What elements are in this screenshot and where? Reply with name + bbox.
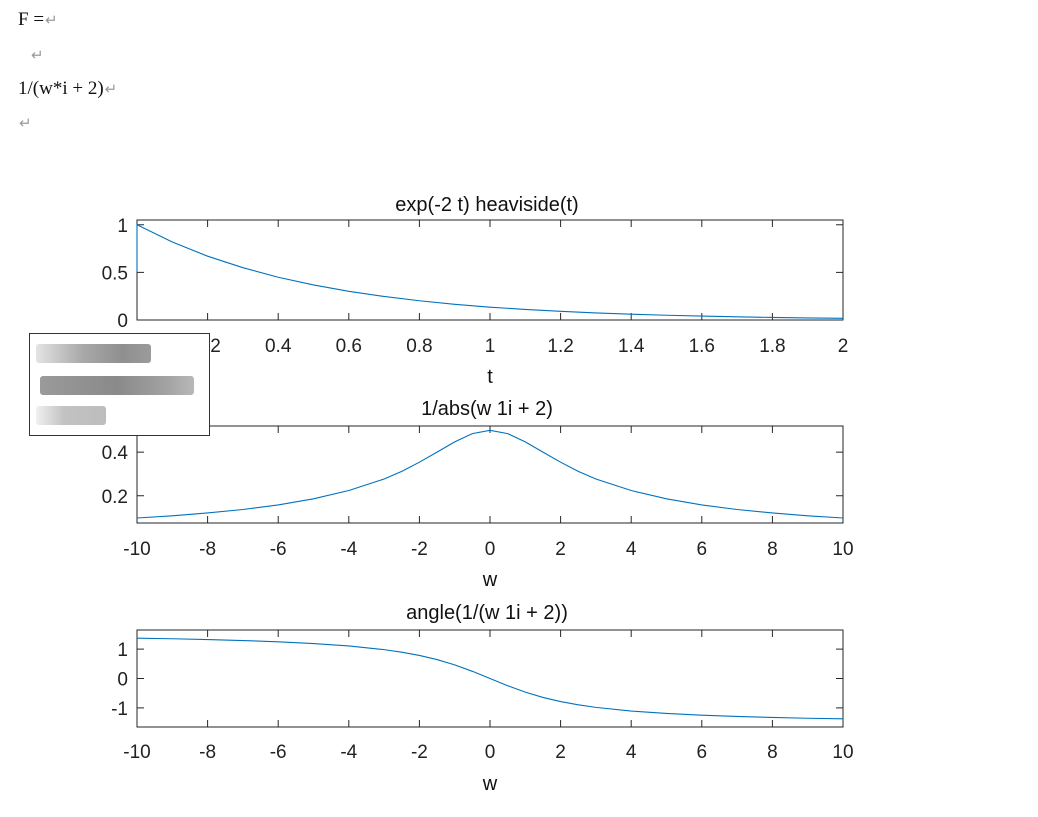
doc-line-1: F =↵ [18, 9, 58, 31]
x-tick-label: 0.8 [406, 336, 432, 357]
x-tick-label: -2 [411, 742, 428, 763]
redacted-text-bar [40, 376, 194, 395]
y-tick-label: 1 [117, 216, 128, 237]
y-tick-label: 0.4 [102, 443, 129, 464]
x-tick-label: 1 [485, 336, 496, 357]
paragraph-mark-icon: ↵ [19, 116, 32, 132]
y-tick-label: 1 [117, 640, 128, 661]
plot-title: 1/abs(w 1i + 2) [421, 398, 553, 420]
doc-line-2: ↵ [30, 44, 44, 66]
x-tick-label: -10 [123, 539, 150, 560]
x-axis-label: w [482, 773, 498, 795]
x-tick-label: 4 [626, 539, 637, 560]
doc-line-3-text: 1/(w*i + 2) [18, 78, 104, 99]
x-tick-label: 2 [555, 539, 566, 560]
x-tick-label: 0.4 [265, 336, 292, 357]
redacted-overlay [29, 333, 210, 436]
x-tick-label: 6 [697, 742, 708, 763]
paragraph-mark-icon: ↵ [31, 48, 44, 64]
y-tick-label: 0.5 [102, 263, 128, 284]
x-tick-label: 8 [767, 742, 778, 763]
plot-title: exp(-2 t) heaviside(t) [395, 194, 578, 216]
series-line [136, 223, 844, 319]
x-tick-label: 0.6 [336, 336, 362, 357]
x-tick-label: -6 [270, 742, 287, 763]
x-tick-label: -8 [199, 742, 216, 763]
plot-title: angle(1/(w 1i + 2)) [406, 602, 568, 624]
y-tick-label: -1 [111, 699, 128, 720]
x-tick-label: 2 [555, 742, 566, 763]
x-tick-label: 1.6 [689, 336, 715, 357]
plot-frame [136, 219, 844, 321]
doc-line-4: ↵ [18, 112, 32, 134]
y-tick-label: 0 [117, 670, 128, 691]
x-tick-label: 6 [697, 539, 708, 560]
x-tick-label: -8 [199, 539, 216, 560]
y-tick-label: 0.2 [102, 487, 128, 508]
series-line [136, 637, 844, 720]
x-axis-label: t [487, 366, 493, 388]
x-tick-label: 0 [485, 539, 496, 560]
x-tick-label: -2 [411, 539, 428, 560]
x-tick-label: 1.2 [547, 336, 573, 357]
redacted-text-bar [36, 406, 106, 425]
paragraph-mark-icon: ↵ [104, 82, 118, 98]
plot-frame [136, 425, 844, 524]
y-tick-label: 0 [117, 311, 128, 332]
x-tick-label: 10 [832, 539, 853, 560]
x-tick-label: -6 [270, 539, 287, 560]
subplot-2: -10 -8 -6 -4 -2 0 2 4 6 8 10 0.2 0.4 1/abs(w 1i + 2) w [102, 398, 854, 591]
x-tick-label: 4 [626, 742, 637, 763]
series-line [136, 429, 844, 519]
doc-line-3: 1/(w*i + 2)↵ [18, 78, 117, 100]
doc-line-1-text: F = [18, 9, 45, 30]
x-tick-label: 2 [838, 336, 849, 357]
x-tick-label: 10 [832, 742, 853, 763]
x-tick-label: 1.4 [618, 336, 645, 357]
x-tick-label: -10 [123, 742, 150, 763]
x-tick-label: 8 [767, 539, 778, 560]
paragraph-mark-icon: ↵ [45, 13, 58, 29]
redacted-text-bar [36, 344, 151, 363]
x-axis-label: w [482, 569, 498, 591]
x-tick-label: 0 [485, 742, 496, 763]
x-tick-label: 1.8 [759, 336, 785, 357]
x-tick-label: -4 [340, 539, 357, 560]
x-tick-label: -4 [340, 742, 357, 763]
